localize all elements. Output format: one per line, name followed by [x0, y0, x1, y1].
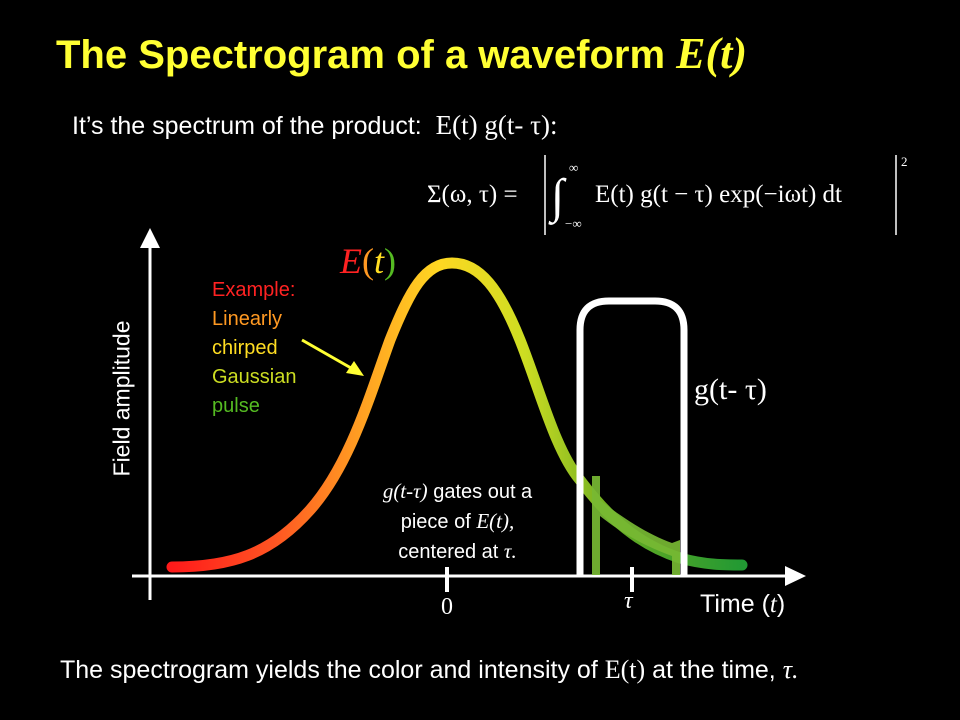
subtitle: It’s the spectrum of the product: E(t) g…: [72, 110, 557, 141]
y-axis-label: Field amplitude: [108, 320, 135, 477]
upper-limit: ∞: [569, 160, 578, 175]
formula-exponent: 2: [901, 154, 908, 169]
integral-sign: ∫: [548, 170, 567, 225]
pulse-label-open: (: [362, 241, 374, 281]
note-math-3: τ.: [503, 539, 517, 563]
tick-label-zero: 0: [441, 594, 453, 620]
title-text: The Spectrogram of a waveform: [56, 33, 666, 77]
formula-lhs: Σ(ω, τ) =: [427, 181, 518, 208]
bottom-text-after: at the time,: [645, 656, 783, 684]
gate-note: g(t-τ) gates out a piece of E(t), center…: [345, 477, 570, 567]
gate-label: g(t- τ): [694, 373, 767, 406]
note-text-3: centered at: [398, 541, 504, 563]
pulse-label: E(t): [340, 240, 396, 282]
title-math: E(t): [676, 29, 748, 78]
x-axis-arrow-icon: [785, 566, 806, 586]
note-math-1: g(t-τ): [382, 479, 428, 503]
y-axis-arrow-icon: [140, 228, 160, 248]
example-line-1: Example:: [212, 279, 296, 301]
pulse-label-t: t: [374, 241, 385, 281]
bottom-caption: The spectrogram yields the color and int…: [60, 655, 799, 685]
gated-piece: [592, 476, 680, 575]
example-line-3: chirped: [212, 337, 278, 359]
subtitle-math: E(t) g(t- τ):: [435, 110, 558, 140]
pointer-line: [301, 338, 359, 374]
example-line-2: Linearly: [212, 308, 283, 330]
tick-label-tau: τ: [624, 588, 633, 614]
x-axis-label-math: t: [769, 591, 777, 618]
x-axis-label-close: ): [776, 590, 786, 618]
note-text-1: gates out a: [427, 481, 533, 503]
formula-integrand: E(t) g(t − τ) exp(−iωt) dt: [595, 181, 842, 208]
subtitle-text: It’s the spectrum of the product:: [72, 112, 422, 140]
x-axis-label: Time (t): [700, 590, 785, 619]
note-math-2: E(t),: [476, 509, 515, 533]
lower-limit: −∞: [565, 216, 582, 231]
example-line-5: pulse: [212, 395, 260, 417]
gate-function: [576, 297, 688, 576]
pulse-label-e: E: [340, 241, 362, 281]
note-text-2: piece of: [400, 511, 477, 533]
example-caption: Example: Linearly chirped Gaussian pulse: [212, 276, 297, 421]
pointer-arrow-icon: [346, 361, 364, 376]
bottom-text-before: The spectrogram yields the color and int…: [60, 656, 605, 684]
example-line-4: Gaussian: [212, 366, 297, 388]
x-axis-label-text: Time (: [700, 590, 770, 618]
spectrogram-formula: Σ(ω, τ) = ∫ ∞ −∞ E(t) g(t − τ) exp(−iωt)…: [427, 154, 908, 235]
bottom-text-math: E(t): [604, 655, 646, 684]
pulse-label-close: ): [384, 241, 397, 281]
bottom-text-tau: τ.: [782, 655, 799, 684]
slide-title: The Spectrogram of a waveform E(t): [56, 28, 747, 79]
